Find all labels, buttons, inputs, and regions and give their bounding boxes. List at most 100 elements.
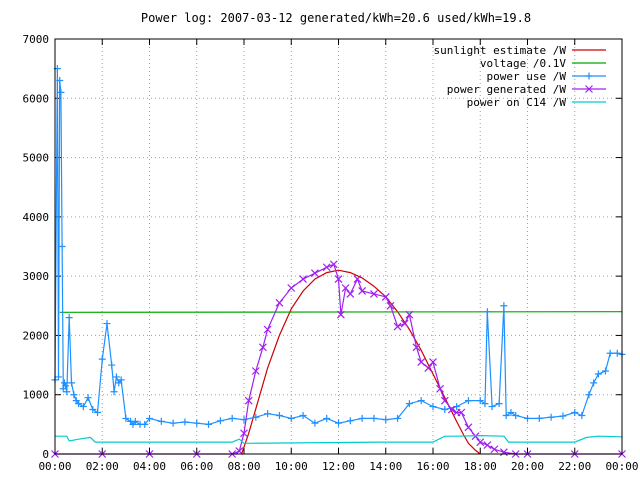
data-point <box>57 88 65 96</box>
data-point <box>483 308 491 316</box>
data-point <box>98 355 106 363</box>
y-tick-label: 1000 <box>23 389 50 402</box>
data-point <box>585 391 593 399</box>
data-point <box>84 394 92 402</box>
data-point <box>601 367 609 375</box>
data-point <box>346 417 354 425</box>
data-point <box>108 361 116 369</box>
data-point <box>322 263 331 272</box>
data-point <box>412 343 421 352</box>
x-tick-label: 04:00 <box>133 460 166 473</box>
data-point <box>358 414 366 422</box>
data-point <box>122 414 130 422</box>
data-point <box>244 396 253 405</box>
data-point <box>181 418 189 426</box>
data-point <box>56 77 64 84</box>
data-point <box>346 290 355 298</box>
data-point <box>299 275 307 284</box>
data-point <box>75 400 83 408</box>
data-point <box>370 414 378 422</box>
data-point <box>500 302 508 310</box>
y-axis-ticks: 0 1000 2000 3000 4000 5000 6000 7000 <box>23 33 622 461</box>
data-point <box>68 379 76 387</box>
y-tick-label: 7000 <box>23 33 50 46</box>
data-point <box>335 419 342 427</box>
data-point <box>70 391 78 399</box>
data-point <box>382 416 390 424</box>
data-point <box>216 417 224 425</box>
data-point <box>94 409 102 416</box>
data-point <box>429 358 437 367</box>
data-point <box>476 397 484 405</box>
legend-label: voltage /0.1V <box>480 57 566 70</box>
data-point <box>370 290 378 298</box>
data-point <box>311 419 319 427</box>
data-point <box>512 411 520 419</box>
data-point <box>590 379 598 387</box>
data-point <box>429 403 437 411</box>
data-point <box>263 325 272 334</box>
data-point <box>535 414 543 422</box>
data-point <box>110 388 118 396</box>
data-point <box>483 441 492 450</box>
data-point <box>63 388 71 396</box>
x-tick-label: 22:00 <box>558 460 591 473</box>
data-point <box>424 364 433 372</box>
data-point <box>441 406 449 414</box>
data-point <box>436 384 445 393</box>
data-point <box>381 292 390 301</box>
data-point <box>547 413 555 421</box>
x-tick-label: 16:00 <box>416 460 449 473</box>
data-point <box>502 411 510 419</box>
data-point <box>275 411 283 419</box>
data-point <box>117 376 125 384</box>
series-line <box>241 269 481 455</box>
data-point <box>488 403 496 411</box>
x-tick-label: 00:00 <box>605 460 638 473</box>
data-point <box>240 429 248 438</box>
data-point <box>464 423 473 432</box>
x-tick-label: 06:00 <box>180 460 213 473</box>
data-point <box>417 358 426 367</box>
data-point <box>252 413 260 421</box>
data-point <box>394 414 402 422</box>
data-point <box>495 400 503 408</box>
y-tick-label: 2000 <box>23 329 50 342</box>
data-point <box>65 314 73 322</box>
data-point <box>79 403 87 411</box>
legend-label: power generated /W <box>447 83 567 96</box>
x-tick-label: 12:00 <box>322 460 355 473</box>
legend-marker <box>585 72 593 80</box>
data-point <box>258 343 267 352</box>
data-point <box>169 419 177 427</box>
series-power-on-c14-w <box>55 434 623 444</box>
data-point <box>476 438 485 447</box>
data-point <box>417 397 425 405</box>
data-point <box>228 414 236 422</box>
data-point <box>353 275 362 284</box>
x-tick-label: 14:00 <box>369 460 402 473</box>
data-point <box>400 319 409 328</box>
data-point <box>490 445 499 454</box>
series-power-use-w <box>51 65 626 428</box>
data-point <box>613 349 621 357</box>
y-tick-label: 3000 <box>23 270 50 283</box>
data-point <box>58 243 66 250</box>
data-point <box>55 373 63 381</box>
data-point <box>447 405 456 414</box>
data-point <box>103 320 111 328</box>
data-point <box>457 408 466 417</box>
data-point <box>405 400 413 408</box>
data-point <box>559 412 567 420</box>
data-point <box>329 260 338 269</box>
y-tick-label: 0 <box>42 448 49 461</box>
data-point <box>89 406 97 414</box>
y-tick-label: 4000 <box>23 211 50 224</box>
data-point <box>386 301 395 310</box>
data-point <box>405 310 414 319</box>
data-point <box>60 379 68 387</box>
series-line <box>55 434 623 444</box>
data-point <box>205 420 213 428</box>
data-point <box>358 287 367 295</box>
